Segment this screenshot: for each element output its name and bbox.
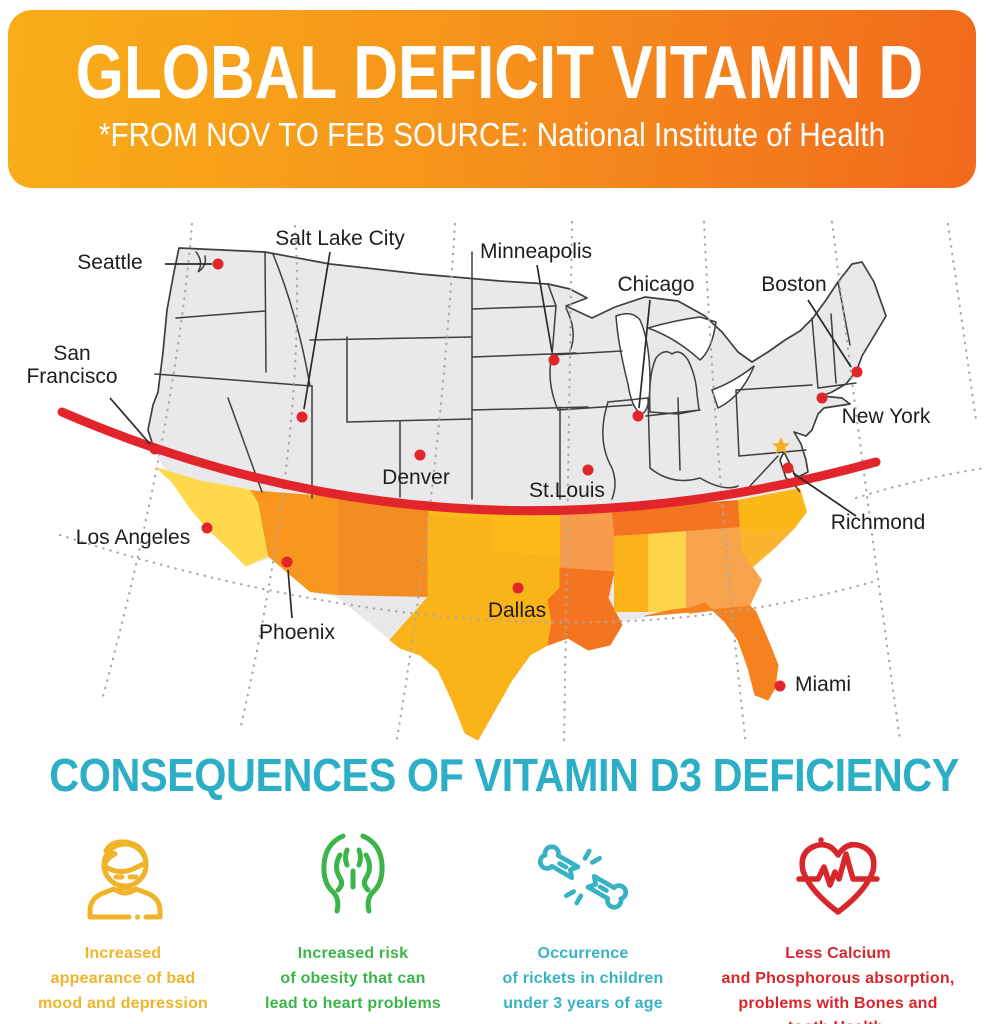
michigan-mitten [648, 351, 700, 415]
card-text-calcium: Less Calcium and Phosphorous absorption,… [721, 945, 955, 1024]
city-label-boston: Boston [761, 273, 827, 296]
city-dot-denver [414, 449, 426, 461]
us-landmass [148, 248, 886, 740]
city-dot-los-angeles [201, 522, 213, 534]
city-dot-phoenix [281, 556, 293, 568]
city-label-new-york: New York [841, 405, 931, 428]
city-label-seattle: Seattle [77, 251, 143, 274]
city-label-salt-lake-city: Salt Lake City [275, 227, 405, 250]
city-leader-lines [109, 251, 857, 619]
card-rickets: Occurrence of rickets in children under … [468, 822, 698, 1024]
card-mood-depression: Increased appearance of bad mood and dep… [8, 822, 238, 1024]
card-text-obesity: Increased risk of obesity that can lead … [265, 945, 441, 1012]
city-dot-salt-lake-city [296, 411, 308, 423]
city-dots [149, 258, 863, 692]
city-label-miami: Miami [795, 673, 851, 696]
state-south-carolina [740, 528, 795, 568]
city-label-dallas: Dallas [487, 599, 547, 622]
city-dot-dallas [512, 582, 524, 594]
consequences-title: CONSEQUENCES OF VITAMIN D3 DEFICIENCY [49, 749, 959, 801]
obese-body-icon [238, 822, 468, 932]
consequence-cards: Increased appearance of bad mood and dep… [8, 822, 978, 1024]
lake-erie [711, 365, 755, 409]
city-dot-boston [851, 366, 863, 378]
city-dot-richmond [782, 462, 794, 474]
card-text-rickets: Occurrence of rickets in children under … [502, 945, 664, 1012]
deficiency-boundary-line [57, 407, 881, 516]
dc-star-icon [772, 437, 790, 454]
card-text-mood: Increased appearance of bad mood and dep… [37, 945, 209, 1012]
north-coastline [147, 247, 887, 493]
us-map-svg [57, 220, 986, 747]
state-north-carolina [738, 488, 807, 534]
page-subtitle: *FROM NOV TO FEB SOURCE: National Instit… [98, 116, 886, 153]
card-calcium: Less Calcium and Phosphorous absorption,… [698, 822, 978, 1024]
city-label-denver: Denver [382, 466, 450, 489]
city-dot-san-francisco [149, 443, 161, 455]
state-florida [644, 602, 779, 701]
card-obesity: Increased risk of obesity that can lead … [238, 822, 468, 1024]
city-label-phoenix: Phoenix [259, 621, 335, 644]
broken-bone-icon [468, 822, 698, 932]
us-vitamin-d-map: Seattle Salt Lake City Minneapolis Chica… [0, 210, 986, 755]
state-arizona [250, 490, 338, 595]
city-dot-chicago [632, 410, 644, 422]
city-dot-new-york [816, 392, 828, 404]
city-label-st-louis: St.Louis [529, 479, 605, 502]
city-dot-miami [774, 680, 786, 692]
city-dot-minneapolis [548, 354, 560, 366]
city-label-chicago: Chicago [617, 273, 695, 296]
state-arkansas [560, 504, 620, 572]
state-alabama [648, 531, 686, 612]
state-new-mexico [338, 497, 428, 597]
city-label-richmond: Richmond [830, 511, 926, 534]
header-banner: GLOBAL DEFICIT VITAMIN D *FROM NOV TO FE… [8, 10, 976, 188]
state-california-south [156, 467, 269, 567]
city-label-san-francisco: San Francisco [26, 342, 118, 388]
state-mississippi [614, 534, 648, 612]
sun-belt-states [156, 467, 807, 741]
city-dot-seattle [212, 258, 224, 270]
city-dot-st-louis [582, 464, 594, 476]
sad-person-icon [8, 822, 238, 932]
state-borders [154, 251, 857, 500]
city-label-minneapolis: Minneapolis [479, 240, 593, 263]
state-oklahoma [428, 503, 560, 556]
city-label-los-angeles: Los Angeles [75, 526, 191, 549]
heart-pulse-icon [698, 822, 978, 932]
page-title: GLOBAL DEFICIT VITAMIN D [75, 31, 924, 115]
state-georgia [686, 527, 762, 614]
